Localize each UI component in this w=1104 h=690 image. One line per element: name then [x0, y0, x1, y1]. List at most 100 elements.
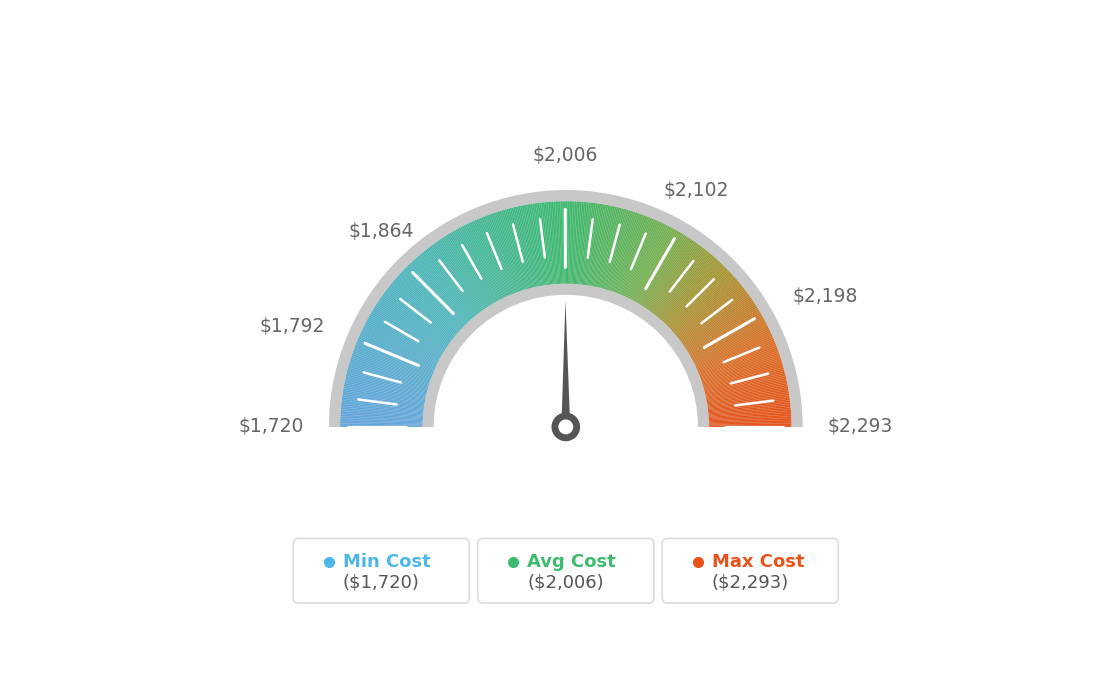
Wedge shape	[340, 424, 423, 426]
Wedge shape	[707, 383, 787, 400]
Text: $1,720: $1,720	[238, 417, 305, 436]
Wedge shape	[371, 312, 443, 355]
Wedge shape	[405, 267, 465, 326]
Wedge shape	[344, 380, 426, 398]
Wedge shape	[464, 225, 502, 299]
Wedge shape	[644, 237, 690, 307]
Wedge shape	[349, 364, 428, 388]
Wedge shape	[415, 257, 471, 320]
FancyBboxPatch shape	[478, 538, 654, 603]
Wedge shape	[659, 257, 715, 319]
Wedge shape	[631, 226, 671, 300]
Wedge shape	[367, 319, 439, 360]
Wedge shape	[707, 386, 788, 402]
Wedge shape	[601, 208, 622, 288]
Wedge shape	[709, 406, 790, 415]
Wedge shape	[661, 259, 718, 321]
Wedge shape	[705, 374, 786, 395]
Wedge shape	[577, 202, 585, 284]
Wedge shape	[442, 237, 488, 307]
Wedge shape	[708, 397, 789, 409]
Wedge shape	[489, 214, 519, 293]
Wedge shape	[709, 409, 790, 417]
Wedge shape	[666, 266, 725, 326]
Wedge shape	[471, 221, 507, 297]
Wedge shape	[580, 202, 588, 284]
Wedge shape	[629, 224, 667, 299]
Wedge shape	[696, 333, 772, 368]
Wedge shape	[590, 204, 605, 286]
Wedge shape	[488, 215, 518, 293]
Wedge shape	[502, 210, 527, 289]
Wedge shape	[395, 277, 458, 333]
Wedge shape	[709, 420, 792, 424]
Wedge shape	[343, 388, 425, 404]
Wedge shape	[698, 339, 774, 372]
Wedge shape	[615, 215, 646, 293]
Wedge shape	[362, 328, 437, 365]
Wedge shape	[384, 291, 452, 342]
Wedge shape	[374, 306, 445, 351]
Wedge shape	[481, 217, 513, 294]
Wedge shape	[381, 295, 449, 344]
Wedge shape	[341, 399, 424, 410]
Wedge shape	[680, 291, 747, 342]
Wedge shape	[709, 424, 792, 426]
Wedge shape	[479, 217, 512, 295]
Wedge shape	[697, 337, 774, 371]
Wedge shape	[574, 201, 580, 284]
Wedge shape	[687, 306, 757, 351]
Wedge shape	[416, 257, 473, 319]
Wedge shape	[643, 236, 688, 306]
Wedge shape	[520, 206, 538, 287]
Wedge shape	[614, 215, 644, 293]
Wedge shape	[440, 238, 487, 308]
Wedge shape	[492, 213, 520, 291]
Wedge shape	[522, 205, 539, 286]
Wedge shape	[379, 299, 448, 346]
Wedge shape	[439, 239, 486, 308]
Wedge shape	[531, 204, 544, 286]
Wedge shape	[564, 201, 565, 284]
Wedge shape	[606, 210, 630, 290]
Wedge shape	[592, 205, 608, 286]
Wedge shape	[392, 282, 456, 335]
Wedge shape	[648, 242, 697, 310]
Wedge shape	[582, 203, 593, 285]
Wedge shape	[388, 287, 454, 339]
Wedge shape	[457, 228, 498, 302]
Wedge shape	[708, 402, 790, 413]
Wedge shape	[575, 201, 582, 284]
Wedge shape	[491, 213, 519, 292]
Wedge shape	[373, 308, 444, 352]
Text: Min Cost: Min Cost	[343, 553, 431, 571]
Wedge shape	[576, 201, 584, 284]
Wedge shape	[355, 342, 433, 374]
Wedge shape	[341, 407, 423, 415]
Wedge shape	[396, 276, 459, 333]
Wedge shape	[645, 238, 691, 308]
Wedge shape	[342, 395, 424, 408]
Wedge shape	[432, 244, 481, 312]
Wedge shape	[428, 289, 703, 427]
Wedge shape	[702, 361, 782, 386]
Wedge shape	[340, 415, 423, 420]
Wedge shape	[523, 205, 540, 286]
Wedge shape	[445, 235, 490, 306]
Wedge shape	[641, 235, 687, 306]
Wedge shape	[625, 221, 660, 297]
Wedge shape	[587, 204, 601, 286]
Wedge shape	[700, 351, 778, 380]
Wedge shape	[688, 309, 760, 353]
Wedge shape	[686, 304, 756, 351]
Wedge shape	[649, 244, 699, 311]
Wedge shape	[708, 400, 790, 411]
Text: Avg Cost: Avg Cost	[528, 553, 616, 571]
Wedge shape	[607, 210, 633, 290]
Wedge shape	[637, 231, 679, 303]
Wedge shape	[406, 266, 466, 326]
Wedge shape	[682, 295, 751, 344]
Wedge shape	[707, 384, 788, 401]
Wedge shape	[514, 206, 534, 288]
Wedge shape	[458, 228, 499, 301]
